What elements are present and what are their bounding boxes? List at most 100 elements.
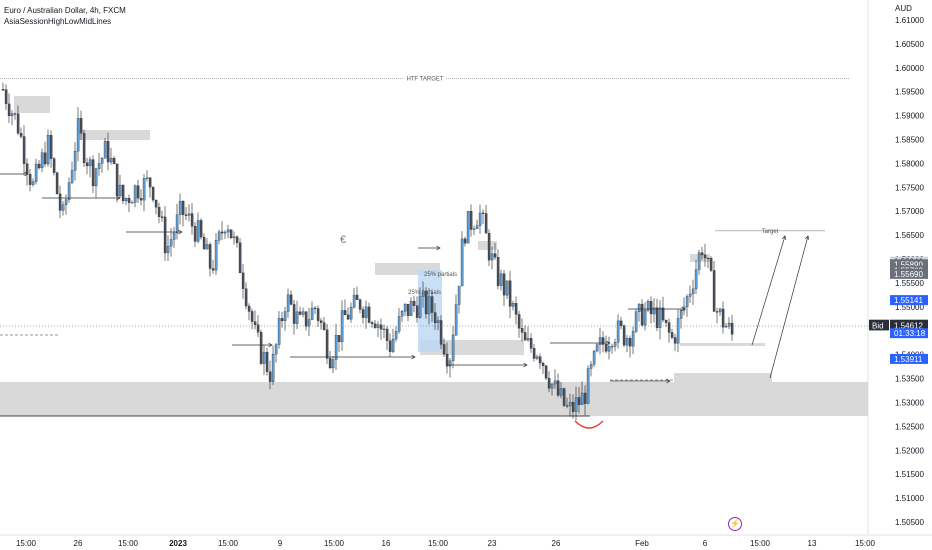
candle [718,307,722,316]
candle [295,300,299,330]
candle [247,303,251,321]
candle [256,315,260,338]
candle [490,246,494,270]
x-tick-label: 6 [703,539,708,548]
ask-bid-label: Bid [872,321,884,330]
candle [694,259,698,294]
candle [661,296,665,323]
candle [214,233,218,275]
candle [580,381,584,405]
candle [601,331,605,353]
low-arc [574,420,604,429]
candle [343,299,347,316]
candle [433,303,437,330]
candle [217,229,221,245]
y-tick-label: 1.57000 [895,207,924,216]
candle [634,309,638,334]
candle [109,147,113,165]
candle [280,311,284,328]
level-arrow-head [666,378,671,384]
candle [631,326,635,355]
candle [508,270,512,319]
candle [670,328,674,340]
candle [268,360,272,390]
candle [550,383,554,396]
candle [364,300,368,329]
candle [367,302,371,324]
candle [211,259,215,274]
candle [301,307,305,318]
candle [220,221,224,240]
candle [91,155,95,193]
candle [460,231,464,287]
candle [79,110,83,140]
candle [121,184,125,205]
candle [97,152,101,176]
candle [379,318,383,340]
candle [16,105,20,136]
target-label: Target [762,229,779,235]
candle [316,305,320,327]
price-zone [478,241,497,250]
candle [82,129,86,168]
candle [328,350,332,370]
candle [226,224,230,239]
candle [658,300,662,340]
candle [169,227,173,257]
candle [313,306,317,315]
candle [163,206,167,261]
candle [376,321,380,338]
candle [616,314,620,349]
candle [124,197,128,206]
candle [307,307,311,337]
y-tick-label: 1.55500 [895,279,924,288]
candle [589,361,593,377]
candle [412,295,416,313]
candle [712,261,716,312]
candle [106,132,110,171]
candle [166,235,170,262]
candle [469,204,473,237]
candle [538,353,542,369]
htf-label-bg [404,74,446,83]
candle [571,394,575,419]
price-zone [420,340,524,355]
candle [478,204,482,234]
candle [298,306,302,316]
candle [148,176,152,198]
candle [244,282,248,310]
candle [274,343,278,363]
candle [196,212,200,244]
candle [457,285,461,314]
candle [646,299,650,313]
candle [388,333,392,357]
candle [472,225,476,236]
candle [577,386,581,414]
partials-label: 25% partials [408,290,441,296]
candle [154,199,158,215]
candle [28,169,32,192]
candle [349,302,353,323]
candle [373,319,377,329]
y-tick-label: 1.60500 [895,40,924,49]
candle [421,281,425,308]
price-tag [890,353,928,364]
candle [382,324,386,339]
candle [604,335,608,354]
candle [337,334,341,352]
candle [544,364,548,381]
candle [103,138,107,159]
candle [454,294,458,337]
candle [565,397,569,409]
candle [205,238,209,250]
candle [682,297,686,316]
candle [259,329,263,366]
level-arrow-head [116,195,121,201]
x-tick-label: 15:00 [428,539,449,548]
x-tick-label: 15:00 [324,539,345,548]
candle [73,141,77,181]
lightning-icon[interactable]: ⚡ [728,517,742,531]
candle [193,221,197,247]
price-tag-value: 1.55141 [894,296,923,305]
